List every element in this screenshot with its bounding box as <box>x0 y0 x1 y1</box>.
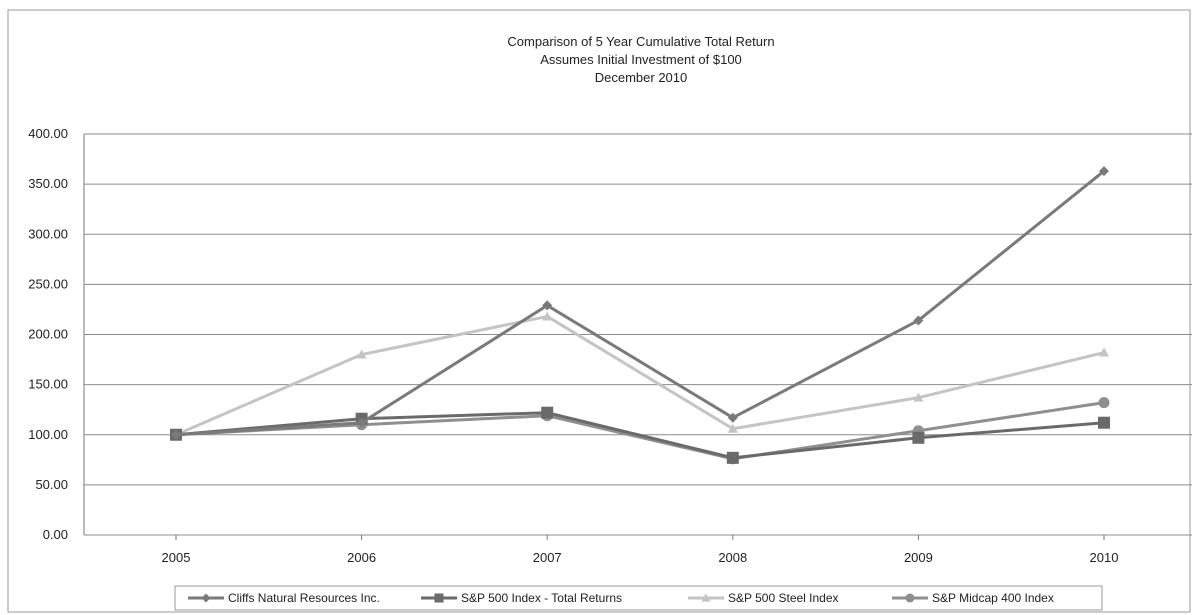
data-point-square <box>434 593 444 603</box>
data-point-triangle <box>542 311 553 321</box>
data-point-diamond <box>1099 166 1109 177</box>
y-tick-label: 300.00 <box>28 226 68 241</box>
y-tick-label: 50.00 <box>35 477 68 492</box>
chart-title-line-1: Comparison of 5 Year Cumulative Total Re… <box>507 34 774 49</box>
y-tick-label: 200.00 <box>28 327 68 342</box>
chart-title-line-3: December 2010 <box>595 70 688 85</box>
data-point-circle <box>905 593 915 603</box>
data-point-circle <box>1098 397 1110 409</box>
data-point-triangle <box>727 423 738 433</box>
chart-title: Comparison of 5 Year Cumulative Total Re… <box>507 34 774 85</box>
y-tick-label: 400.00 <box>28 126 68 141</box>
x-tick-label: 2009 <box>904 550 933 565</box>
x-tick-label: 2006 <box>347 550 376 565</box>
y-axis: 0.00 50.00 100.00 150.00 200.00 250.00 300.00 3… <box>28 126 85 542</box>
legend-label: Cliffs Natural Resources Inc. <box>228 591 380 605</box>
data-point-triangle <box>1099 347 1109 357</box>
x-tick-label: 2008 <box>718 550 747 565</box>
legend-box <box>174 585 1103 611</box>
series-line <box>175 169 1105 437</box>
series-line <box>175 411 1105 460</box>
x-tick-label: 2010 <box>1090 550 1119 565</box>
y-tick-label: 0.00 <box>43 527 68 542</box>
y-tick-label: 250.00 <box>28 276 68 291</box>
legend-label: S&P Midcap 400 Index <box>932 591 1054 605</box>
chart-title-line-2: Assumes Initial Investment of $100 <box>540 52 742 67</box>
x-tick-label: 2007 <box>533 550 562 565</box>
data-point-square <box>1098 416 1110 429</box>
legend-label: S&P 500 Index - Total Returns <box>461 591 622 605</box>
x-axis: 2005 2006 2007 2008 2009 2010 <box>162 535 1119 565</box>
series-line <box>175 314 1105 437</box>
x-tick-label: 2005 <box>162 550 191 565</box>
data-point-square <box>726 451 739 464</box>
y-tick-label: 350.00 <box>28 176 68 191</box>
series-lines <box>170 166 1110 465</box>
data-point-square <box>541 406 554 419</box>
data-point-triangle <box>701 593 711 602</box>
gridlines <box>84 133 1192 536</box>
series-line <box>175 401 1105 461</box>
data-point-diamond <box>171 429 181 440</box>
data-point-diamond <box>201 593 211 603</box>
data-point-diamond <box>913 315 924 326</box>
data-point-diamond <box>356 417 367 428</box>
data-point-triangle <box>913 392 924 402</box>
y-tick-label: 150.00 <box>28 377 68 392</box>
series-0 <box>171 166 1109 440</box>
chart-area-border <box>7 9 1191 613</box>
legend: Cliffs Natural Resources Inc. S&P 500 Ind… <box>174 585 1103 611</box>
y-tick-label: 100.00 <box>28 427 68 442</box>
data-point-square <box>912 431 925 444</box>
legend-label: S&P 500 Steel Index <box>728 591 839 605</box>
data-point-diamond <box>542 300 553 311</box>
data-point-triangle <box>356 349 367 359</box>
data-point-diamond <box>727 412 738 423</box>
